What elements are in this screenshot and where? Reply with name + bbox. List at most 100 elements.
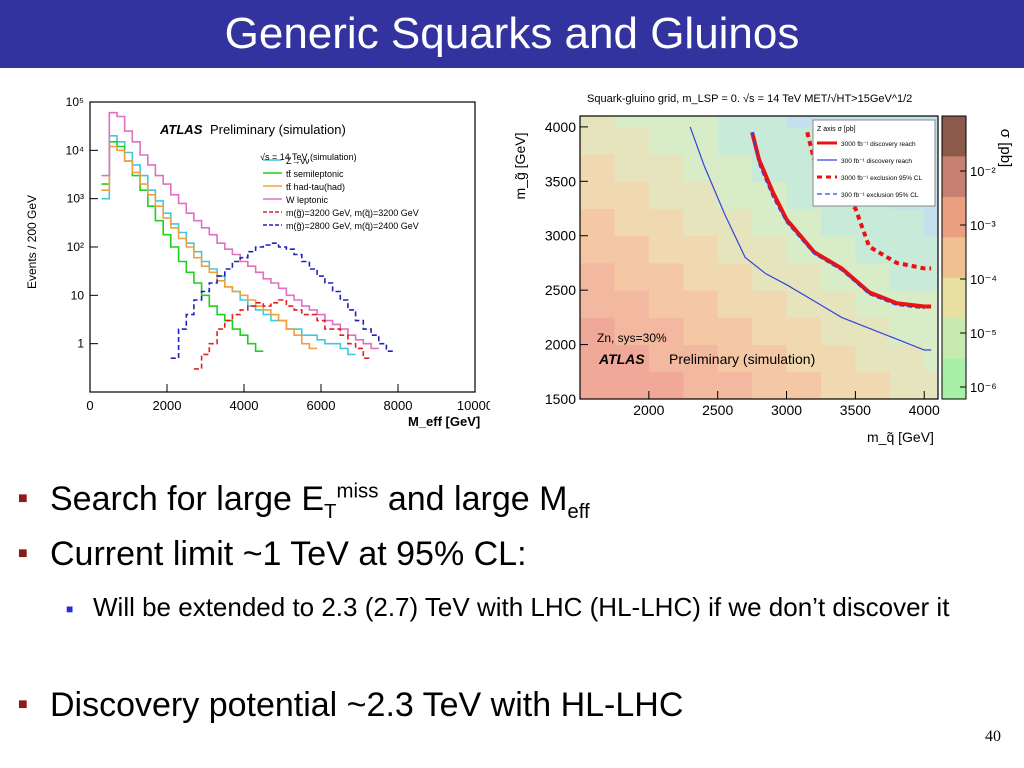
preliminary-label: Preliminary (simulation) <box>210 122 346 137</box>
x-tick-label: 8000 <box>384 398 413 413</box>
meff-histogram-chart: 0 2000 4000 6000 8000 10000 1 10 10² 10³ 10⁴ 10⁵ Z→ν… <box>25 95 490 429</box>
heatmap-cell <box>717 344 753 373</box>
heatmap-cell <box>786 344 822 373</box>
heatmap-cell <box>717 290 753 318</box>
heatmap-cell <box>924 317 939 346</box>
heatmap-cell <box>683 116 719 128</box>
x-axis-label: M_eff [GeV] <box>408 414 480 429</box>
z-tick-label: 10⁻⁶ <box>970 380 997 395</box>
y-tick-label: 10⁵ <box>66 95 84 109</box>
y-tick-label: 10³ <box>67 192 84 206</box>
heatmap-cell <box>580 208 615 237</box>
legend-label: W leptonic <box>286 195 329 205</box>
x-tick-label: 2000 <box>153 398 182 413</box>
heatmap-cell <box>717 317 753 346</box>
contour-line <box>751 132 925 310</box>
color-bar-segment <box>942 237 966 279</box>
series-line <box>101 141 264 352</box>
legend-label: m(g̃)=2800 GeV, m(q̃)=2400 GeV <box>286 221 419 231</box>
heatmap-cell <box>580 181 615 210</box>
heatmap-cell <box>614 126 650 155</box>
plot-frame <box>579 115 939 400</box>
heatmap-cell <box>855 371 891 400</box>
legend-label: 300 fb⁻¹ discovery reach <box>841 158 912 165</box>
grid-z-axis-label: σ [pb] <box>997 129 1014 167</box>
legend-box <box>812 119 936 207</box>
heatmap-cell <box>580 344 615 373</box>
series-line <box>170 242 395 359</box>
heatmap-cell <box>683 371 719 400</box>
y-tick-label: 3500 <box>545 173 576 189</box>
grid-content: 10⁻² 10⁻³ 10⁻⁴ 10⁻⁵ 10⁻⁶ 2000 2500 3000 3500 4000… <box>545 115 997 418</box>
heatmap-cell <box>889 344 925 373</box>
square-bullet-icon: ■ <box>18 545 28 562</box>
series-line <box>193 299 372 370</box>
heatmap-cell <box>820 344 856 373</box>
atlas-label: ATLAS <box>159 122 203 137</box>
y-tick-label: 1500 <box>545 391 576 407</box>
heatmap-cell <box>683 154 719 182</box>
heatmap-cell <box>924 262 939 291</box>
legend-title: Z axis σ [pb] <box>817 126 856 133</box>
grid-y-axis-label: m_g̃ [GeV] <box>512 133 528 200</box>
heatmap-cell <box>648 154 684 182</box>
y-tick-label: 2500 <box>545 282 576 298</box>
color-bar-segment <box>942 156 966 198</box>
grid-atlas-label: ATLAS <box>598 351 645 367</box>
bullet-text: Discovery potential ~2.3 TeV with HL-LHC <box>50 686 684 724</box>
heatmap-cell <box>648 290 684 318</box>
y-tick-label: 3000 <box>545 228 576 244</box>
color-bar-segment <box>942 277 966 319</box>
heatmap-cell <box>580 235 615 264</box>
heatmap-cell <box>648 126 684 155</box>
heatmap-cell <box>820 371 856 400</box>
histogram-content: 0 2000 4000 6000 8000 10000 1 10 10² 10³ 10⁴ 10⁵ Z→ν… <box>65 95 490 413</box>
heatmap-cell <box>614 317 650 346</box>
heatmap-cell <box>648 371 684 400</box>
heatmap-cell <box>580 126 615 155</box>
heatmap-cell <box>614 235 650 264</box>
x-tick-label: 2500 <box>702 402 733 418</box>
heatmap-cell <box>855 208 891 237</box>
heatmap-cell <box>786 116 822 128</box>
legend-label: 300 fb⁻¹ exclusion 95% CL <box>841 192 919 199</box>
legend-label: m(g̃)=3200 GeV, m(q̃)=3200 GeV <box>286 208 419 218</box>
heatmap-cell <box>752 317 788 346</box>
contour-line <box>750 131 932 309</box>
heatmap-cell <box>580 154 615 182</box>
legend-label: tt̄ semileptonic <box>286 169 344 179</box>
heatmap-cell <box>889 317 925 346</box>
heatmap-cell <box>614 371 650 400</box>
squark-gluino-grid-chart: 10⁻² 10⁻³ 10⁻⁴ 10⁻⁵ 10⁻⁶ 2000 2500 3000 3500 4000… <box>512 93 1014 445</box>
heatmap-cell <box>855 344 891 373</box>
x-tick-label: 0 <box>86 398 93 413</box>
heatmap-cell <box>614 344 650 373</box>
color-bar-segment <box>942 196 966 238</box>
legend-label: 3000 fb⁻¹ exclusion 95% CL <box>841 175 923 182</box>
heatmap-cell <box>717 371 753 400</box>
z-tick-label: 10⁻⁵ <box>970 326 997 341</box>
heatmap-cell <box>683 317 719 346</box>
contour-line <box>805 131 932 271</box>
heatmap-cell <box>924 344 939 373</box>
z-tick-label: 10⁻² <box>970 164 996 179</box>
series-line <box>101 145 318 350</box>
heatmap-cell <box>614 262 650 291</box>
heatmap-cell <box>786 262 822 291</box>
heatmap-cell <box>924 371 939 400</box>
heatmap-cell <box>752 290 788 318</box>
heatmap-cell <box>648 317 684 346</box>
heatmap-cell <box>889 262 925 291</box>
plot-frame <box>89 101 476 393</box>
heatmap-cell <box>683 262 719 291</box>
x-tick-label: 3500 <box>840 402 871 418</box>
heatmap-cell <box>580 116 615 128</box>
title-bar <box>0 0 1024 68</box>
bullet-text: Search for large ETmiss and large Meff <box>50 480 590 523</box>
y-tick-label: 10⁴ <box>65 143 84 157</box>
bullet-text: Current limit ~1 TeV at 95% CL: <box>50 535 527 573</box>
x-tick-label: 3000 <box>771 402 802 418</box>
heatmap-cell <box>683 344 719 373</box>
y-tick-label: 2000 <box>545 337 576 353</box>
square-bullet-icon: ■ <box>18 490 28 507</box>
